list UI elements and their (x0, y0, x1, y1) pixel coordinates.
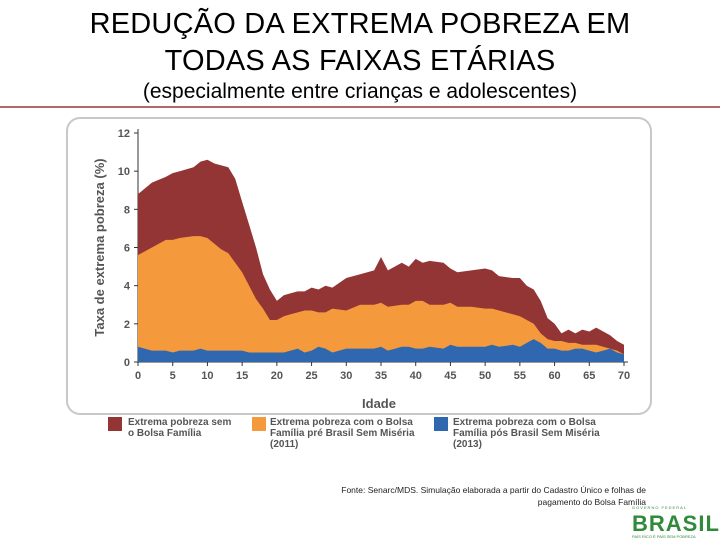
series-area-1 (138, 236, 624, 362)
legend-label-line: (2013) (453, 439, 482, 450)
legend-label-line: o Bolsa Família (128, 428, 202, 439)
y-tick-label: 12 (118, 128, 130, 140)
y-tick-label: 0 (124, 357, 130, 369)
x-tick-label: 70 (618, 370, 630, 382)
x-tick-label: 5 (170, 370, 176, 382)
page-title: REDUÇÃO DA EXTREMA POBREZA EM TODAS AS F… (0, 6, 720, 80)
legend-swatch-pos-bsm (434, 417, 448, 431)
x-tick-label: 40 (410, 370, 422, 382)
x-tick-label: 10 (201, 370, 213, 382)
legend-label-line: Extrema pobreza com o Bolsa (453, 417, 596, 428)
legend-label-line: Família pré Brasil Sem Miséria (270, 428, 415, 439)
legend-swatch-sem-bolsa (108, 417, 122, 431)
x-tick-label: 35 (375, 370, 387, 382)
x-tick-label: 0 (135, 370, 141, 382)
x-axis-label: Idade (362, 396, 396, 411)
x-tick-label: 20 (271, 370, 283, 382)
source-line-1: Fonte: Senarc/MDS. Simulação elaborada a… (341, 485, 646, 495)
legend-label-line: Família pós Brasil Sem Miséria (453, 428, 600, 439)
y-tick-label: 10 (118, 166, 130, 178)
legend-label-line: (2011) (270, 439, 299, 450)
x-tick-label: 15 (236, 370, 248, 382)
title-line-2: TODAS AS FAIXAS ETÁRIAS (164, 45, 556, 77)
y-tick-label: 6 (124, 243, 130, 255)
x-tick-label: 45 (444, 370, 456, 382)
y-tick-label: 4 (124, 281, 131, 293)
title-divider (0, 106, 720, 108)
logo-word: BRASIL (632, 511, 720, 536)
legend-label-line: Extrema pobreza com o Bolsa (270, 417, 413, 428)
series-area-2 (138, 339, 624, 362)
x-tick-label: 65 (583, 370, 595, 382)
page-subtitle: (especialmente entre crianças e adolesce… (142, 80, 578, 103)
x-tick-label: 60 (548, 370, 560, 382)
y-axis-label: Taxa de extrema pobreza (%) (92, 158, 107, 336)
title-line-1: REDUÇÃO DA EXTREMA POBREZA EM (89, 8, 631, 40)
brasil-logo: GOVERNO FEDERAL BRASIL PAÍS RICO É PAÍS … (632, 505, 719, 539)
x-tick-label: 50 (479, 370, 491, 382)
y-tick-label: 2 (124, 319, 130, 331)
x-tick-label: 25 (305, 370, 317, 382)
legend-swatch-pre-bsm (252, 417, 266, 431)
source-line-2: pagamento do Bolsa Família (537, 497, 646, 507)
x-tick-label: 30 (340, 370, 352, 382)
logo-top-text: GOVERNO FEDERAL (632, 505, 688, 510)
x-tick-label: 55 (514, 370, 526, 382)
legend-label-line: Extrema pobreza sem (128, 417, 232, 428)
logo-slogan: PAÍS RICO É PAÍS SEM POBREZA (632, 534, 696, 539)
y-tick-label: 8 (124, 204, 130, 216)
source-note: Fonte: Senarc/MDS. Simulação elaborada a… (300, 484, 646, 508)
